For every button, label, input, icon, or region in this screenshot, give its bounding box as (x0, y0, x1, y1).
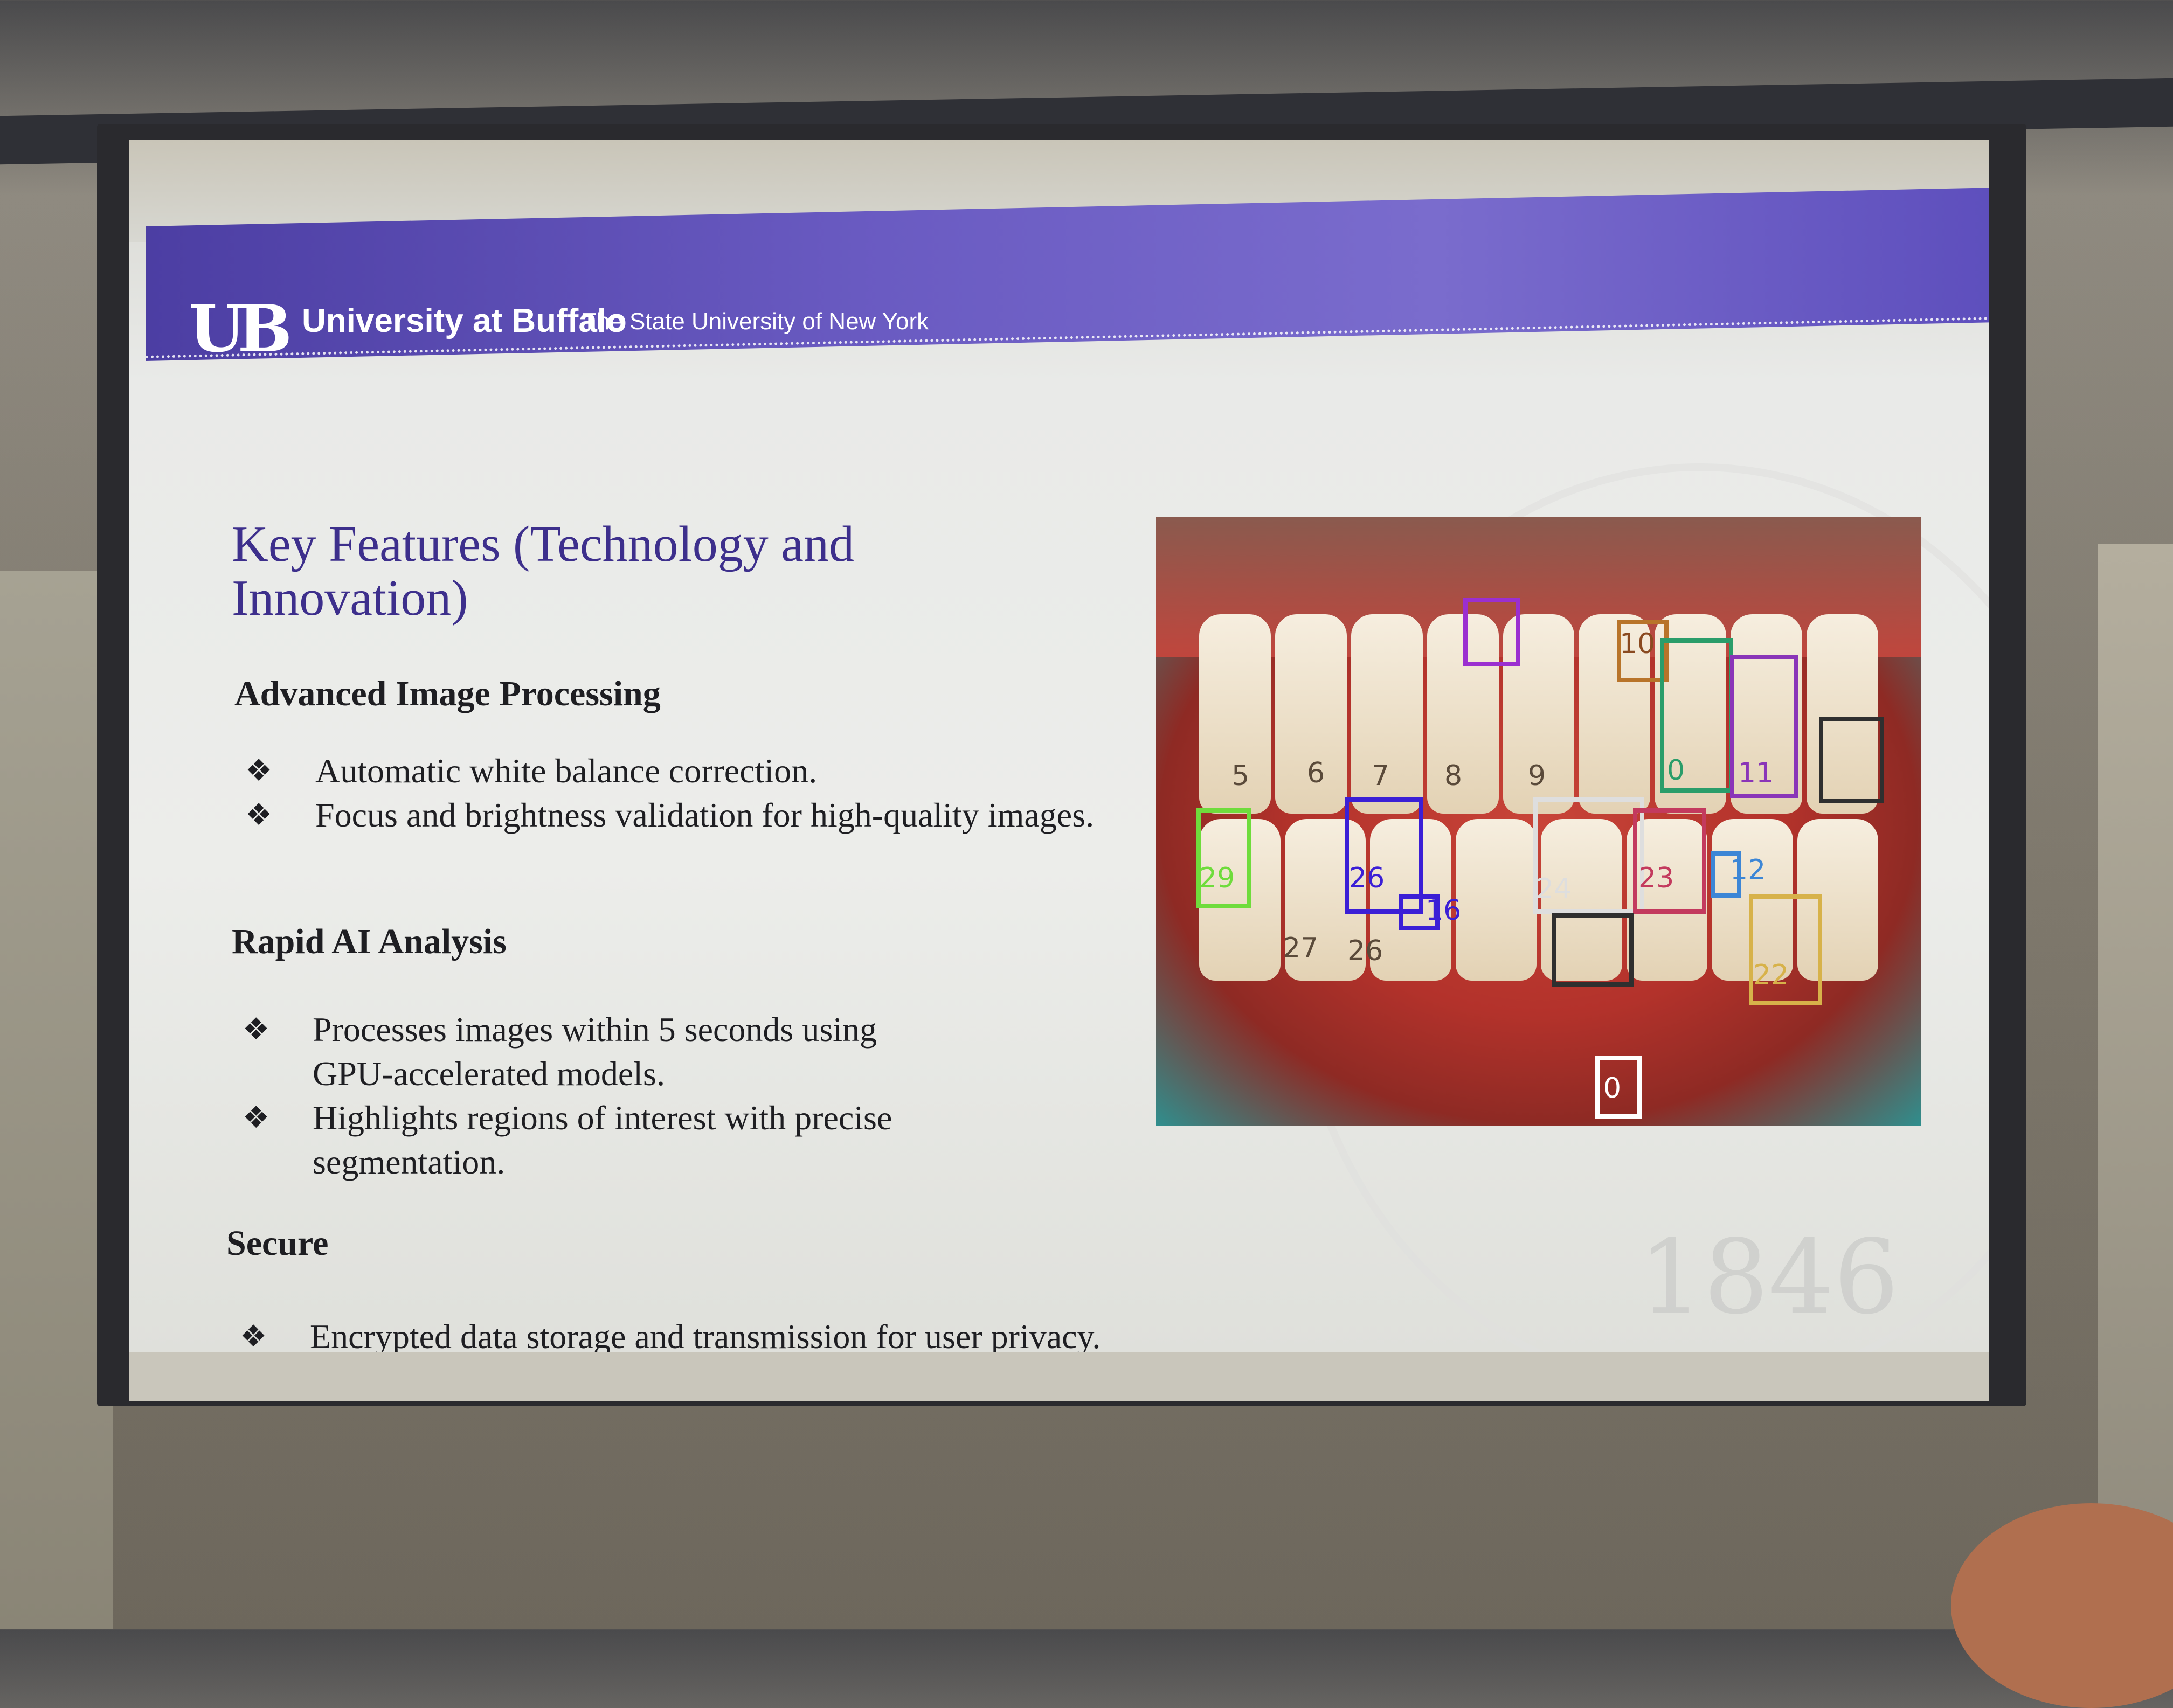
screen-bottom-edge (129, 1352, 1989, 1401)
bullet-list: ❖ Encrypted data storage and transmission… (240, 1315, 1129, 1352)
tooth (1579, 614, 1651, 814)
detection-box (1399, 894, 1440, 930)
diamond-bullet-icon: ❖ (245, 797, 273, 832)
upper-teeth (1199, 614, 1879, 814)
detection-label: 22 (1753, 959, 1789, 991)
wall-right (2098, 544, 2173, 1629)
bullet-list: ❖ Processes images within 5 seconds using… (243, 1008, 916, 1184)
detection-label: 12 (1730, 854, 1766, 886)
ub-logo: UB (189, 291, 292, 367)
tooth (1455, 819, 1537, 981)
list-item: ❖ Encrypted data storage and transmission… (240, 1315, 1129, 1352)
wall-left (0, 571, 113, 1629)
detection-label: 10 (1620, 628, 1656, 660)
diamond-bullet-icon: ❖ (240, 1319, 267, 1352)
presentation-slide: 1846 UB University at Buffalo The State … (129, 140, 1989, 1352)
tooth (1199, 614, 1271, 814)
detection-box (1345, 797, 1423, 914)
detection-box (1711, 851, 1741, 898)
lower-teeth (1199, 819, 1878, 981)
audience-head (1951, 1503, 2173, 1708)
slide-title: Key Features (Technology and Innovation) (232, 516, 854, 626)
detection-label: 7 (1372, 760, 1390, 792)
detection-label: 9 (1528, 760, 1546, 792)
list-item: ❖ Highlights regions of interest with pre… (243, 1096, 916, 1184)
dental-detection-image: 29 26 16 10 0 11 24 23 12 22 0 5 6 7 8 9… (1156, 517, 1921, 1126)
detection-label: 27 (1283, 932, 1319, 964)
section-heading: Secure (226, 1224, 329, 1263)
detection-label: 16 (1425, 894, 1462, 927)
tooth (1284, 819, 1366, 981)
list-item: ❖ Processes images within 5 seconds using… (243, 1008, 916, 1096)
detection-box (1552, 913, 1634, 987)
tooth (1275, 614, 1347, 814)
detection-box (1463, 598, 1520, 666)
watermark-year: 1846 (1638, 1218, 1899, 1337)
detection-label: 29 (1199, 862, 1235, 894)
detection-label: 8 (1444, 760, 1463, 792)
detection-box (1196, 808, 1251, 908)
tooth (1797, 819, 1878, 981)
tooth (1503, 614, 1575, 814)
detection-label: 23 (1638, 862, 1674, 894)
tooth (1626, 819, 1707, 981)
tooth (1731, 614, 1803, 814)
detection-label: 5 (1231, 760, 1250, 792)
detection-box (1819, 717, 1884, 803)
list-item: ❖ Focus and brightness validation for hig… (245, 793, 1108, 837)
section-heading: Rapid AI Analysis (232, 922, 507, 961)
tooth (1351, 614, 1423, 814)
detection-box (1595, 1056, 1642, 1119)
detection-box (1533, 797, 1644, 914)
section-heading: Advanced Image Processing (234, 674, 661, 713)
detection-box (1749, 894, 1822, 1005)
detection-label: 26 (1347, 935, 1383, 967)
detection-box (1633, 808, 1706, 914)
detection-label: 24 (1536, 873, 1572, 905)
list-item: ❖ Automatic white balance correction. (245, 749, 1108, 793)
diamond-bullet-icon: ❖ (243, 1012, 270, 1047)
bullet-list: ❖ Automatic white balance correction. ❖ Fo… (245, 749, 1108, 837)
tooth (1427, 614, 1499, 814)
diamond-bullet-icon: ❖ (243, 1100, 270, 1135)
detection-label: 6 (1307, 757, 1325, 789)
university-subtitle: The State University of New York (582, 308, 929, 335)
detection-label: 26 (1349, 862, 1385, 894)
detection-box (1617, 620, 1669, 682)
tooth (1199, 819, 1281, 981)
diamond-bullet-icon: ❖ (245, 753, 273, 788)
tooth (1807, 614, 1879, 814)
detection-label: 11 (1738, 757, 1774, 789)
detection-box (1730, 655, 1798, 798)
detection-label: 0 (1603, 1072, 1622, 1105)
detection-label: 0 (1667, 754, 1685, 787)
university-name: University at Buffalo (302, 302, 627, 339)
